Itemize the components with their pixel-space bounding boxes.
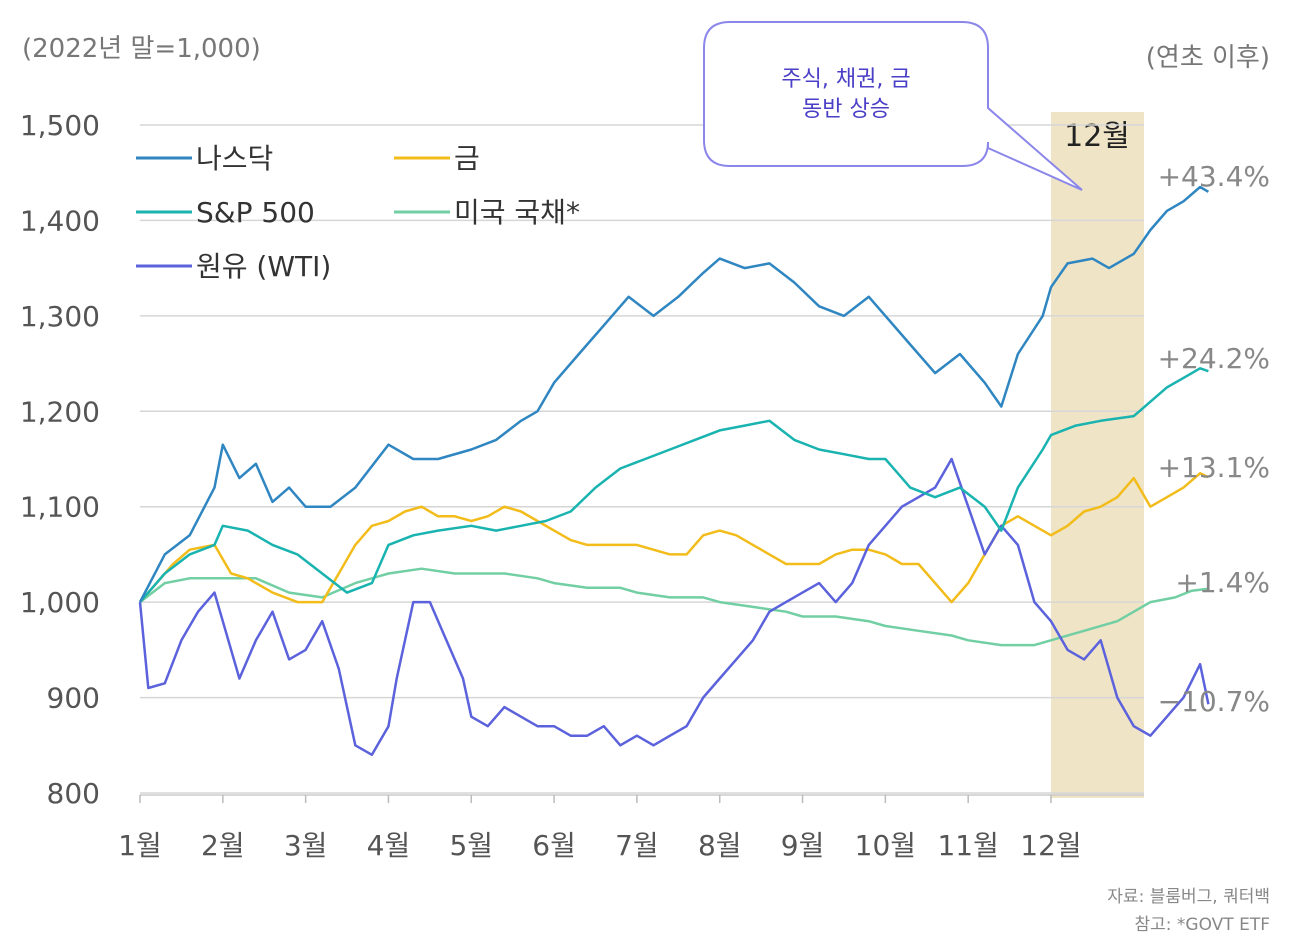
y-tick-label: 1,000 (20, 586, 100, 619)
series-line-3 (139, 472, 1209, 604)
end-label-sp500: +24.2% (1158, 342, 1270, 375)
y-tick-label: 1,400 (20, 204, 100, 237)
legend-label-nasdaq: 나스닥 (196, 142, 273, 175)
series-line-4 (139, 567, 1209, 647)
end-label-nasdaq: +43.4% (1158, 160, 1270, 193)
legend: 나스닥 금 S&P 500 미국 국채* 원유 (WTI) (136, 142, 580, 283)
y-tick-label: 1,200 (20, 395, 100, 428)
gridlines (140, 124, 1144, 794)
unit-label: (2022년 말=1,000) (22, 34, 261, 64)
right-label: (연초 이후) (1146, 43, 1270, 73)
callout-line-2: 동반 상승 (802, 97, 890, 122)
y-tick-label: 900 (47, 682, 100, 715)
legend-label-gold: 금 (454, 142, 480, 175)
callout-bubble (703, 21, 1083, 191)
source-line-2: 참고: *GOVT ETF (1135, 915, 1271, 935)
x-tick-label: 6월 (532, 829, 576, 862)
end-label-treasury: +1.4% (1175, 566, 1270, 599)
series-line-0 (138, 185, 1210, 603)
legend-label-sp500: S&P 500 (196, 196, 315, 229)
end-label-gold: +13.1% (1158, 451, 1270, 484)
x-tick-label: 1월 (118, 829, 162, 862)
x-tick-label: 11월 (937, 829, 998, 862)
x-tick-label: 12월 (1020, 829, 1081, 862)
x-tick-label: 3월 (284, 829, 328, 862)
x-tick-label: 4월 (367, 829, 411, 862)
legend-label-wti: 원유 (WTI) (196, 250, 331, 283)
legend-label-treasury: 미국 국채* (454, 196, 580, 229)
x-tick-label: 8월 (698, 829, 742, 862)
x-tick-label: 10월 (855, 829, 916, 862)
series-lines (138, 185, 1210, 757)
series-line-2 (138, 457, 1210, 757)
callout-line-1: 주식, 채권, 금 (781, 67, 910, 92)
series-line-1 (139, 367, 1209, 603)
end-label-wti: −10.7% (1158, 685, 1270, 718)
x-tick-label: 9월 (781, 829, 825, 862)
x-tick-label: 5월 (449, 829, 493, 862)
highlight-december (1051, 112, 1144, 798)
y-tick-label: 1,500 (20, 109, 100, 142)
x-tick-label: 2월 (201, 829, 245, 862)
y-tick-label: 800 (47, 777, 100, 810)
y-axis-ticks: 1,500 1,400 1,300 1,200 1,100 1,000 900 800 (20, 109, 100, 810)
x-tick-label: 7월 (615, 829, 659, 862)
x-axis-ticks: 1월 2월 3월 4월 5월 6월 7월 8월 9월 10월 11월 12월 (118, 794, 1144, 862)
y-tick-label: 1,300 (20, 300, 100, 333)
source-line-1: 자료: 블룸버그, 쿼터백 (1107, 887, 1270, 907)
y-tick-label: 1,100 (20, 491, 100, 524)
